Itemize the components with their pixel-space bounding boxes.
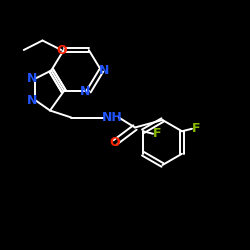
Text: NH: NH — [102, 111, 123, 124]
Text: N: N — [98, 64, 109, 76]
Text: O: O — [56, 44, 66, 57]
Text: F: F — [192, 122, 201, 135]
Text: O: O — [110, 136, 120, 149]
Text: N: N — [80, 85, 90, 98]
Text: F: F — [153, 127, 162, 140]
Text: N: N — [27, 72, 38, 85]
Text: N: N — [27, 94, 38, 106]
